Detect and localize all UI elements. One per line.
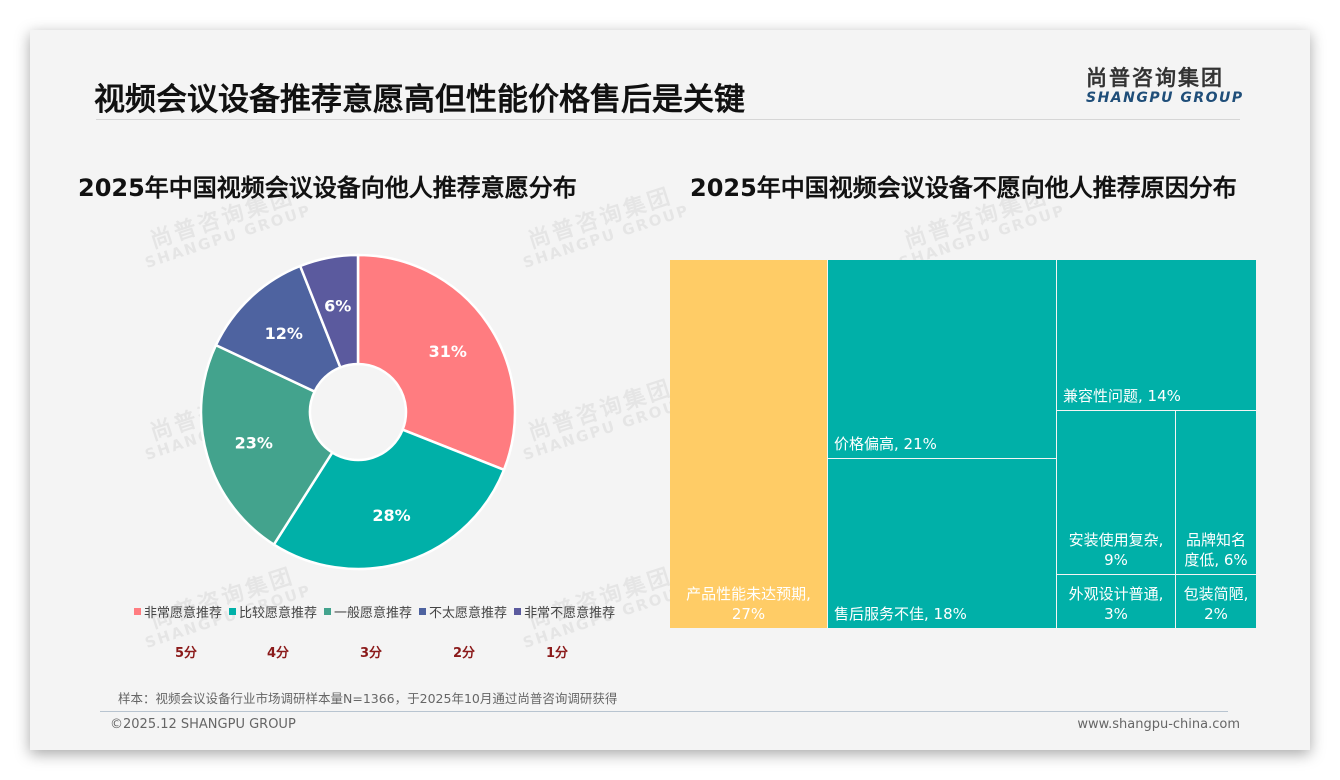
title-divider (96, 119, 1240, 120)
score-label: 4分 (266, 646, 290, 661)
legend-swatch-icon (419, 608, 427, 615)
donut-segment (199, 343, 335, 547)
legend-label: 不太愿意推荐 (429, 606, 508, 621)
donut-segment-label: 28% (372, 506, 410, 525)
donut-segment (272, 428, 506, 571)
score-label: 2分 (452, 646, 476, 661)
treemap-tile-appearance: 外观设计普通, 3% (1057, 575, 1175, 628)
treemap-tile-packaging: 包装简陋, 2% (1176, 575, 1256, 628)
legend-swatch-icon (514, 608, 522, 615)
legend-swatch-icon (134, 608, 141, 615)
donut-segment-label: 6% (324, 296, 351, 315)
treemap-chart-title: 2025年中国视频会议设备不愿向他人推荐原因分布 (690, 174, 1237, 202)
score-label: 5分 (174, 646, 198, 661)
legend-item: 非常愿意推荐 (134, 602, 222, 621)
legend-item: 比较愿意推荐 (229, 602, 317, 621)
donut-segment-label: 12% (265, 324, 303, 343)
donut-chart: 31% 28% 23% 12% 6% (199, 253, 517, 571)
legend-swatch-icon (324, 608, 332, 615)
company-logo: 尚普咨询集团 SHANGPU GROUP (1086, 62, 1246, 106)
logo-chinese: 尚普咨询集团 (1086, 66, 1224, 90)
logo-english: SHANGPU GROUP (1086, 90, 1244, 106)
legend-item: 非常不愿意推荐 (514, 602, 615, 621)
donut-segment (298, 253, 360, 369)
legend-item: 不太愿意推荐 (419, 602, 507, 621)
copyright: ©2025.12 SHANGPU GROUP (110, 717, 296, 732)
treemap-tile-installation: 安装使用复杂, 9% (1057, 411, 1175, 574)
legend-swatch-icon (229, 608, 237, 615)
donut-legend: 非常愿意推荐 比较愿意推荐 一般愿意推荐 不太愿意推荐 非常不愿意推荐 (134, 602, 615, 621)
legend-label: 一般愿意推荐 (334, 606, 413, 621)
slide: 尚普咨询集团 SHANGPU GROUP 尚普咨询集团 SHANGPU GROU… (30, 30, 1310, 750)
treemap-tile-after-sales: 售后服务不佳, 18% (828, 459, 1056, 628)
page-title: 视频会议设备推荐意愿高但性能价格售后是关键 (94, 82, 745, 118)
donut-segment (356, 253, 517, 472)
treemap-chart: 产品性能未达预期, 27% 价格偏高, 21% 售后服务不佳, 18% 兼容性问题… (670, 260, 1256, 628)
treemap-tile-performance: 产品性能未达预期, 27% (670, 260, 827, 628)
treemap-tile-compatibility: 兼容性问题, 14% (1057, 260, 1256, 410)
legend-item: 一般愿意推荐 (324, 602, 412, 621)
score-label: 1分 (545, 646, 569, 661)
donut-segment-label: 31% (429, 342, 467, 361)
sample-note: 样本：视频会议设备行业市场调研样本量N=1366，于2025年10月通过尚普咨询… (118, 691, 618, 706)
legend-label: 比较愿意推荐 (239, 606, 318, 621)
donut-chart-title: 2025年中国视频会议设备向他人推荐意愿分布 (78, 174, 577, 202)
donut-segment-label: 23% (235, 433, 273, 452)
score-label: 3分 (359, 646, 383, 661)
website-link: www.shangpu-china.com (1077, 717, 1240, 732)
donut-segment (214, 264, 342, 394)
watermark: 尚普咨询集团 SHANGPU GROUP (520, 375, 692, 464)
legend-label: 非常不愿意推荐 (524, 606, 616, 621)
footer-divider (100, 711, 1228, 712)
legend-label: 非常愿意推荐 (144, 606, 223, 621)
treemap-tile-price: 价格偏高, 21% (828, 260, 1056, 458)
treemap-tile-brand: 品牌知名 度低, 6% (1176, 411, 1256, 574)
